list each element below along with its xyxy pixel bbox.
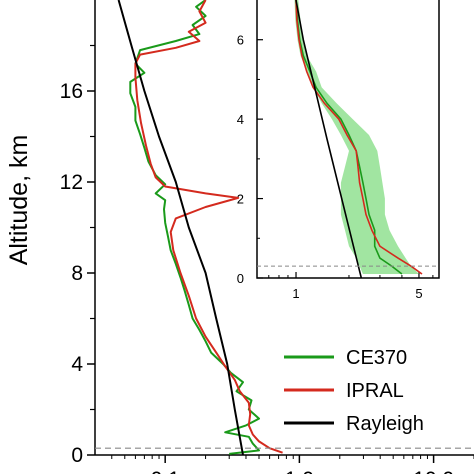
inset-ce370-uncertainty-band bbox=[294, 0, 419, 274]
main-y-tick-label: 16 bbox=[60, 80, 83, 103]
inset-series-rayleigh-line bbox=[295, 0, 363, 278]
inset-y-tick-label: 4 bbox=[237, 112, 244, 127]
series-ce370-line bbox=[129, 0, 260, 455]
inset-x-tick-label: 5 bbox=[415, 286, 422, 301]
legend-label-rayleigh: Rayleigh bbox=[346, 413, 424, 435]
legend-label-ipral: IPRAL bbox=[346, 380, 404, 402]
legend-label-ce370: CE370 bbox=[346, 347, 407, 369]
main-x-tick-label: 0.1 bbox=[151, 468, 180, 474]
legend: CE370 IPRAL Rayleigh bbox=[284, 347, 424, 435]
main-y-tick-label: 12 bbox=[60, 171, 83, 194]
main-x-tick-label: 1.0 bbox=[285, 468, 314, 474]
inset-x-tick-label: 1 bbox=[292, 286, 299, 301]
inset-y-tick-label: 2 bbox=[237, 192, 244, 207]
main-y-axis-label: Altitude, km bbox=[5, 135, 33, 266]
main-series-group bbox=[95, 0, 474, 455]
main-plot: 04812160.11.010.0Altitude, km bbox=[5, 0, 474, 474]
main-x-tick-label: 10.0 bbox=[413, 468, 454, 474]
main-y-tick-label: 4 bbox=[71, 353, 83, 376]
inset-series-group bbox=[257, 0, 439, 278]
main-y-tick-label: 8 bbox=[71, 262, 83, 285]
inset-series-ipral-line bbox=[295, 0, 423, 275]
series-ipral-line bbox=[134, 0, 283, 454]
inset-y-tick-label: 6 bbox=[237, 33, 244, 48]
series-rayleigh-line bbox=[117, 0, 244, 455]
inset-plot: 0 2 4 6 1 5 bbox=[237, 0, 440, 301]
inset-y-tick-label: 0 bbox=[237, 271, 244, 286]
main-y-tick-label: 0 bbox=[71, 444, 83, 467]
